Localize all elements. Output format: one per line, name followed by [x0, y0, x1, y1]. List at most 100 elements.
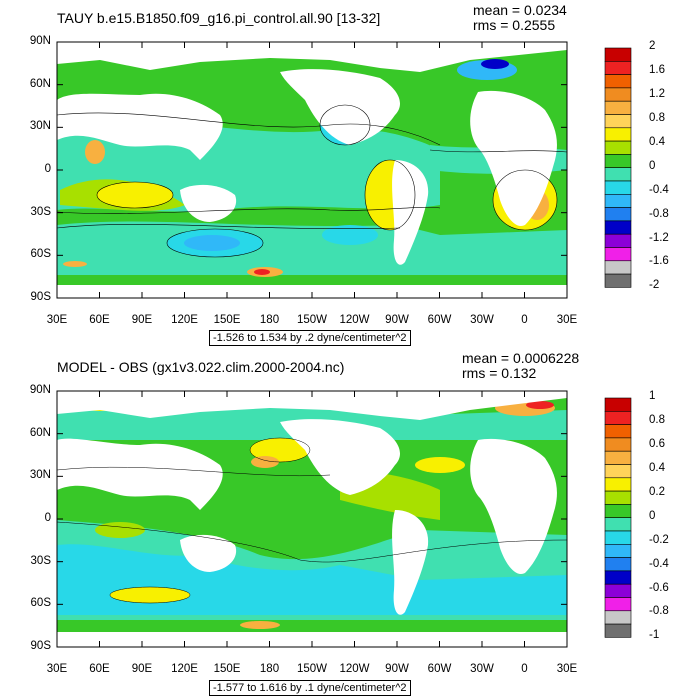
panel-1-map: [57, 42, 567, 298]
colorbar-swatch: [604, 114, 632, 129]
lat-label: 30S: [30, 205, 51, 218]
lon-label: 60W: [427, 314, 452, 326]
colorbar-swatch: [604, 260, 632, 275]
colorbar-swatch: [604, 60, 632, 75]
lon-label: 0: [521, 663, 528, 675]
colorbar-swatch: [604, 74, 632, 89]
lon-label: 150W: [296, 663, 328, 675]
colorbar-label: -0.8: [649, 207, 669, 220]
colorbar-label: 0.8: [649, 413, 665, 426]
lat-label: 30S: [30, 554, 51, 567]
colorbar-label: 0: [649, 159, 656, 172]
lat-label: 90N: [29, 35, 51, 47]
lon-label: 120W: [339, 314, 370, 326]
colorbar-swatch: [604, 464, 632, 479]
colorbar-swatch: [604, 47, 632, 62]
colorbar-swatch: [604, 154, 632, 168]
panel-1-rms: rms = 0.2555: [473, 17, 556, 33]
lat-label: 90S: [30, 640, 51, 652]
colorbar-swatch: [604, 247, 632, 262]
colorbar-swatch: [604, 597, 632, 612]
lon-label: 60E: [89, 314, 110, 326]
colorbar-label: 1.6: [649, 63, 665, 76]
colorbar-swatch: [604, 87, 632, 102]
colorbar-label: -0.4: [649, 557, 669, 570]
colorbar-swatch: [604, 437, 632, 452]
colorbar-label: 1.2: [649, 87, 665, 100]
lon-label: 30E: [46, 314, 68, 326]
colorbar-swatch: [604, 583, 632, 598]
panel-1-footer: -1.526 to 1.534 by .2 dyne/centimeter^2: [209, 330, 411, 346]
colorbar-label: -0.4: [649, 183, 669, 196]
lat-label: 60S: [30, 597, 51, 610]
panel-1-title: TAUY b.e15.B1850.f09_g16.pi_control.all.…: [57, 10, 381, 26]
colorbar-label: 0.8: [649, 111, 665, 124]
colorbar-swatch: [604, 477, 632, 492]
low-core: [184, 235, 240, 251]
lat-label: 60N: [29, 426, 51, 439]
lon-label: 30W: [470, 314, 494, 326]
colorbar-swatch: [604, 167, 632, 182]
lon-label: 30E: [46, 663, 68, 675]
colorbar-label: -0.8: [649, 605, 669, 618]
colorbar-label: -1.6: [649, 255, 669, 268]
colorbar-swatch: [604, 397, 632, 412]
lon-label: 30E: [556, 314, 578, 326]
panel-1-mean: mean = 0.0234: [473, 2, 567, 18]
colorbar-swatch: [604, 410, 632, 425]
lat-label: 60S: [30, 248, 51, 261]
australia-land: [180, 184, 237, 222]
africa-europe-land: [470, 90, 557, 226]
lon-label: 60E: [89, 663, 110, 675]
colorbar-label: -1: [649, 629, 660, 642]
colorbar-swatch: [604, 207, 632, 222]
lat-label: 0: [44, 163, 51, 175]
panel-2-title: MODEL - OBS (gx1v3.022.clim.2000-2004.nc…: [57, 359, 345, 375]
panel-2-rms: rms = 0.132: [462, 365, 537, 381]
colorbar-label: -2: [649, 279, 660, 292]
colorbar-swatch: [604, 530, 632, 545]
lon-label: 90W: [385, 314, 409, 326]
lon-label: 90E: [131, 663, 153, 675]
lon-label: 180: [259, 663, 280, 675]
colorbar-swatch: [604, 543, 632, 558]
asia-land: [57, 93, 223, 160]
lon-label: 90E: [131, 314, 153, 326]
colorbar-label: 1: [649, 390, 656, 402]
colorbar-label: 0: [649, 509, 656, 522]
lon-label: 30W: [470, 663, 494, 675]
lon-label: 120W: [339, 663, 370, 675]
colorbar-swatch: [604, 194, 632, 208]
colorbar-label: 0.4: [649, 135, 665, 148]
colorbar-swatch: [604, 570, 632, 585]
colorbar-swatch: [604, 517, 632, 532]
colorbar-label: 0.2: [649, 485, 665, 498]
arctic-land: [57, 42, 567, 72]
colorbar-swatch: [604, 490, 632, 505]
colorbar-swatch: [604, 233, 632, 248]
colorbar-swatch: [604, 127, 632, 142]
panel-2-map: [57, 391, 567, 647]
colorbar-swatch: [604, 273, 632, 288]
colorbar-swatch: [604, 100, 632, 115]
lat-label: 60N: [29, 77, 51, 90]
lat-label: 0: [44, 512, 51, 524]
colorbar-swatch: [604, 140, 632, 155]
colorbar-swatch: [604, 623, 632, 638]
colorbar-label: 2: [649, 40, 656, 52]
colorbar-label: 0.4: [649, 461, 665, 474]
colorbar-swatch: [604, 180, 632, 195]
colorbar-swatch: [604, 450, 632, 465]
lat-label: 90N: [29, 384, 51, 396]
lat-label: 30N: [29, 120, 51, 133]
lon-label: 150E: [213, 314, 241, 326]
lon-label: 150W: [296, 314, 328, 326]
panel-2-mean: mean = 0.0006228: [462, 350, 580, 366]
lon-label: 150E: [213, 663, 241, 675]
south-america-land: [392, 160, 429, 265]
colorbar-swatch: [604, 504, 632, 518]
panel-2-footer: -1.577 to 1.616 by .1 dyne/centimeter^2: [209, 680, 411, 696]
lon-label: 60W: [427, 663, 452, 675]
lon-label: 0: [521, 314, 528, 326]
